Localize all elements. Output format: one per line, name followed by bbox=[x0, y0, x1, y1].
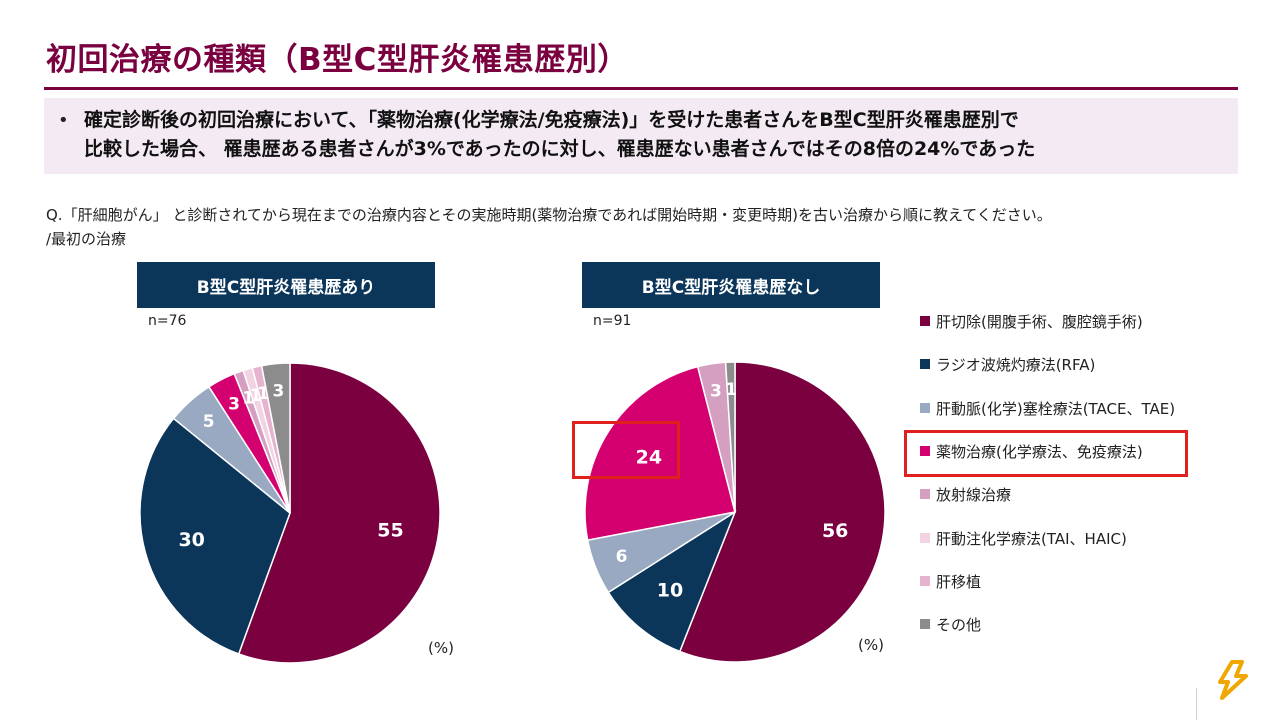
chart-title-without-history: B型C型肝炎罹患歴なし bbox=[582, 262, 880, 308]
n-label-with-history: n=76 bbox=[148, 313, 187, 329]
title-divider bbox=[44, 87, 1238, 90]
legend-swatch bbox=[920, 533, 930, 543]
slice-label: 1 bbox=[250, 386, 262, 406]
legend-swatch bbox=[920, 619, 930, 629]
slice-label: 55 bbox=[377, 520, 403, 542]
pie-slice bbox=[724, 361, 736, 513]
slice-label: 24 bbox=[636, 446, 662, 468]
slice-label: 1 bbox=[242, 388, 254, 408]
highlight-box-legend bbox=[904, 430, 1188, 477]
pie-slice bbox=[139, 417, 291, 655]
legend-item: 肝切除(開腹手術、腹腔鏡手術) bbox=[920, 309, 1200, 333]
legend-item: 放射線治療 bbox=[920, 482, 1200, 506]
slice-label: 3 bbox=[710, 382, 722, 402]
slice-label: 30 bbox=[178, 529, 204, 551]
chart-title-with-history: B型C型肝炎罹患歴あり bbox=[137, 262, 435, 308]
pie-slice bbox=[237, 362, 441, 664]
legend-item: その他 bbox=[920, 612, 1200, 636]
legend-swatch bbox=[920, 576, 930, 586]
legend-item: 肝移植 bbox=[920, 569, 1200, 593]
legend-label: 薬物治療(化学療法、免疫療法) bbox=[936, 442, 1143, 461]
slice-label: 3 bbox=[272, 382, 284, 402]
pie-chart-without-history: 56 10 6 24 3 1 bbox=[584, 361, 886, 663]
legend-label: ラジオ波焼灼療法(RFA) bbox=[936, 355, 1096, 374]
slice-label: 6 bbox=[616, 547, 628, 567]
pie-slice bbox=[584, 365, 736, 541]
summary-box: • 確定診断後の初回治療において、「薬物治療(化学療法/免疫療法)」を受けた患者… bbox=[44, 98, 1238, 174]
highlight-box-pie bbox=[572, 421, 680, 479]
footer-divider bbox=[1196, 688, 1197, 720]
legend-swatch bbox=[920, 316, 930, 326]
legend-label: 肝動注化学療法(TAI、HAIC) bbox=[936, 529, 1127, 548]
question-line-1: Q.「肝細胞がん」 と診断されてから現在までの治療内容とその実施時期(薬物治療で… bbox=[46, 206, 1052, 224]
question-text: Q.「肝細胞がん」 と診断されてから現在までの治療内容とその実施時期(薬物治療で… bbox=[46, 203, 1266, 251]
legend-swatch bbox=[920, 403, 930, 413]
pie-slice bbox=[607, 510, 737, 653]
legend-swatch bbox=[920, 359, 930, 369]
legend-label: 放射線治療 bbox=[936, 485, 1012, 504]
summary-line-1: 確定診断後の初回治療において、「薬物治療(化学療法/免疫療法)」を受けた患者さん… bbox=[84, 109, 1019, 131]
unit-label-without-history: (%) bbox=[858, 636, 884, 654]
legend-item: 肝動注化学療法(TAI、HAIC) bbox=[920, 526, 1200, 550]
slice-label: 5 bbox=[203, 412, 215, 432]
legend-label: 肝切除(開腹手術、腹腔鏡手術) bbox=[936, 312, 1143, 331]
legend-item: 肝動脈(化学)塞栓療法(TACE、TAE) bbox=[920, 396, 1200, 420]
company-logo-icon bbox=[1218, 660, 1248, 700]
slice-label: 10 bbox=[657, 580, 683, 602]
legend-item: 薬物治療(化学療法、免疫療法) bbox=[920, 439, 1200, 463]
slice-label: 56 bbox=[822, 520, 848, 542]
question-line-2: /最初の治療 bbox=[46, 230, 127, 248]
n-label-without-history: n=91 bbox=[593, 313, 632, 329]
summary-bullet: • bbox=[58, 110, 69, 131]
legend-label: その他 bbox=[936, 615, 982, 634]
legend-item: ラジオ波焼灼療法(RFA) bbox=[920, 352, 1200, 376]
slice-label: 1 bbox=[257, 384, 269, 404]
slice-label: 1 bbox=[725, 380, 737, 400]
legend-label: 肝移植 bbox=[936, 572, 982, 591]
summary-line-2: 比較した場合、 罹患歴ある患者さんが3%であったのに対し、罹患歴ない患者さんでは… bbox=[84, 138, 1036, 160]
legend-label: 肝動脈(化学)塞栓療法(TACE、TAE) bbox=[936, 399, 1176, 418]
legend-swatch bbox=[920, 489, 930, 499]
legend-swatch bbox=[920, 446, 930, 456]
unit-label-with-history: (%) bbox=[428, 639, 454, 657]
slice-label: 3 bbox=[228, 395, 240, 415]
pie-slice bbox=[260, 362, 291, 514]
page-title: 初回治療の種類（B型C型肝炎罹患歴別） bbox=[46, 42, 629, 78]
pie-slice bbox=[678, 361, 886, 663]
